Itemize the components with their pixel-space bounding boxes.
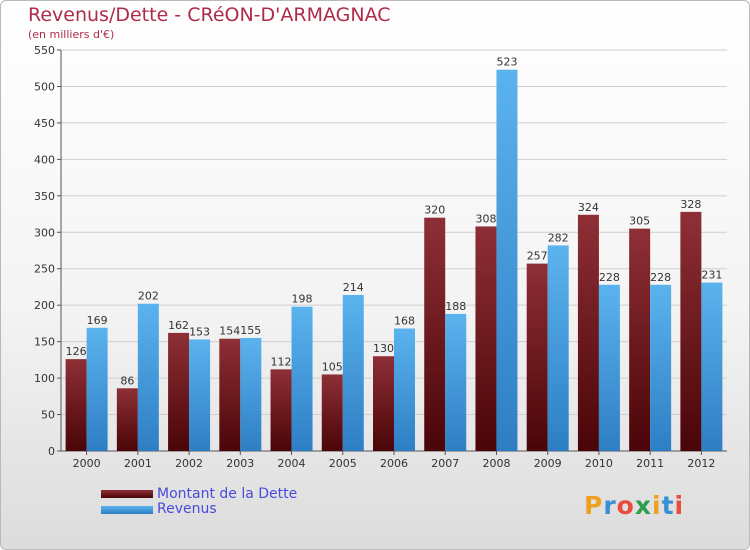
proxiti-logo: Proxiti xyxy=(584,491,684,520)
y-tick-label: 0 xyxy=(48,445,55,458)
bar-revenus xyxy=(548,245,569,451)
x-tick-label: 2011 xyxy=(636,457,664,470)
y-tick-label: 550 xyxy=(34,44,55,57)
data-label-revenus: 282 xyxy=(548,231,569,244)
bar-revenus xyxy=(292,307,313,451)
bar-dette xyxy=(168,333,189,451)
data-label-revenus: 228 xyxy=(650,271,671,284)
x-tick-label: 2004 xyxy=(278,457,306,470)
bar-revenus xyxy=(701,283,722,451)
bar-dette xyxy=(373,356,394,451)
data-label-revenus: 202 xyxy=(138,290,159,303)
bar-dette xyxy=(629,229,650,451)
logo-letter: i xyxy=(675,491,685,520)
data-label-revenus: 214 xyxy=(343,281,364,294)
data-label-dette: 324 xyxy=(578,201,599,214)
bar-revenus xyxy=(394,329,415,451)
x-tick-label: 2008 xyxy=(482,457,510,470)
logo-letter: i xyxy=(652,491,662,520)
data-label-dette: 257 xyxy=(527,250,548,263)
x-tick-label: 2001 xyxy=(124,457,152,470)
bar-dette xyxy=(424,218,445,451)
legend-label-dette: Montant de la Dette xyxy=(157,486,297,502)
bar-dette xyxy=(322,374,343,451)
legend-swatch-dette xyxy=(101,490,153,498)
x-tick-label: 2006 xyxy=(380,457,408,470)
x-tick-label: 2003 xyxy=(226,457,254,470)
bar-dette xyxy=(475,226,496,451)
data-label-revenus: 231 xyxy=(701,269,722,282)
bar-dette xyxy=(66,359,87,451)
bar-revenus xyxy=(240,338,261,451)
bar-revenus xyxy=(496,70,517,451)
bar-revenus xyxy=(650,285,671,451)
data-label-revenus: 228 xyxy=(599,271,620,284)
data-label-revenus: 198 xyxy=(292,293,313,306)
bar-dette xyxy=(680,212,701,451)
chart-frame: Revenus/Dette - CRéON-D'ARMAGNAC (en mil… xyxy=(0,0,750,550)
x-tick-label: 2007 xyxy=(431,457,459,470)
y-tick-label: 150 xyxy=(34,336,55,349)
x-tick-label: 2010 xyxy=(585,457,613,470)
x-tick-label: 2000 xyxy=(73,457,101,470)
data-label-revenus: 523 xyxy=(496,56,517,69)
x-tick-label: 2012 xyxy=(687,457,715,470)
data-label-revenus: 169 xyxy=(87,314,108,327)
logo-letter: P xyxy=(584,491,603,520)
y-tick-label: 350 xyxy=(34,190,55,203)
data-label-dette: 320 xyxy=(424,204,445,217)
bars xyxy=(66,70,723,451)
bar-dette xyxy=(219,339,240,451)
data-label-revenus: 188 xyxy=(445,300,466,313)
data-label-dette: 305 xyxy=(629,215,650,228)
legend-label-revenus: Revenus xyxy=(157,501,217,517)
bar-chart: 0 50 100 150 200 250 300 350 400 450 500 550 2000 200… xyxy=(1,1,749,549)
bar-dette xyxy=(527,264,548,451)
data-label-revenus: 153 xyxy=(189,325,210,338)
bar-dette xyxy=(578,215,599,451)
x-tick-label: 2005 xyxy=(329,457,357,470)
bar-revenus xyxy=(138,304,159,451)
bar-dette xyxy=(117,388,138,451)
data-label-dette: 105 xyxy=(322,360,343,373)
x-tick-label: 2009 xyxy=(534,457,562,470)
logo-letter: r xyxy=(603,491,616,520)
x-tick-label: 2002 xyxy=(175,457,203,470)
logo-letter: t xyxy=(662,491,675,520)
data-label-dette: 328 xyxy=(680,198,701,211)
bar-revenus xyxy=(87,328,108,451)
bar-revenus xyxy=(189,339,210,451)
bar-dette xyxy=(271,369,292,451)
bar-revenus xyxy=(343,295,364,451)
data-label-revenus: 155 xyxy=(240,324,261,337)
logo-letter: x xyxy=(635,491,652,520)
data-label-dette: 86 xyxy=(120,374,134,387)
y-tick-label: 200 xyxy=(34,299,55,312)
data-label-revenus: 168 xyxy=(394,315,415,328)
y-tick-label: 300 xyxy=(34,226,55,239)
bar-revenus xyxy=(445,314,466,451)
data-label-dette: 308 xyxy=(475,212,496,225)
bar-revenus xyxy=(599,285,620,451)
y-tick-label: 50 xyxy=(41,409,55,422)
data-label-dette: 154 xyxy=(219,325,240,338)
data-label-dette: 126 xyxy=(66,345,87,358)
legend-swatch-revenus xyxy=(101,506,153,514)
data-label-dette: 162 xyxy=(168,319,189,332)
y-tick-label: 400 xyxy=(34,153,55,166)
y-tick-label: 250 xyxy=(34,263,55,276)
data-label-dette: 130 xyxy=(373,342,394,355)
logo-letter: o xyxy=(617,491,635,520)
y-tick-label: 500 xyxy=(34,80,55,93)
y-tick-label: 100 xyxy=(34,372,55,385)
y-tick-label: 450 xyxy=(34,117,55,130)
data-label-dette: 112 xyxy=(271,355,292,368)
